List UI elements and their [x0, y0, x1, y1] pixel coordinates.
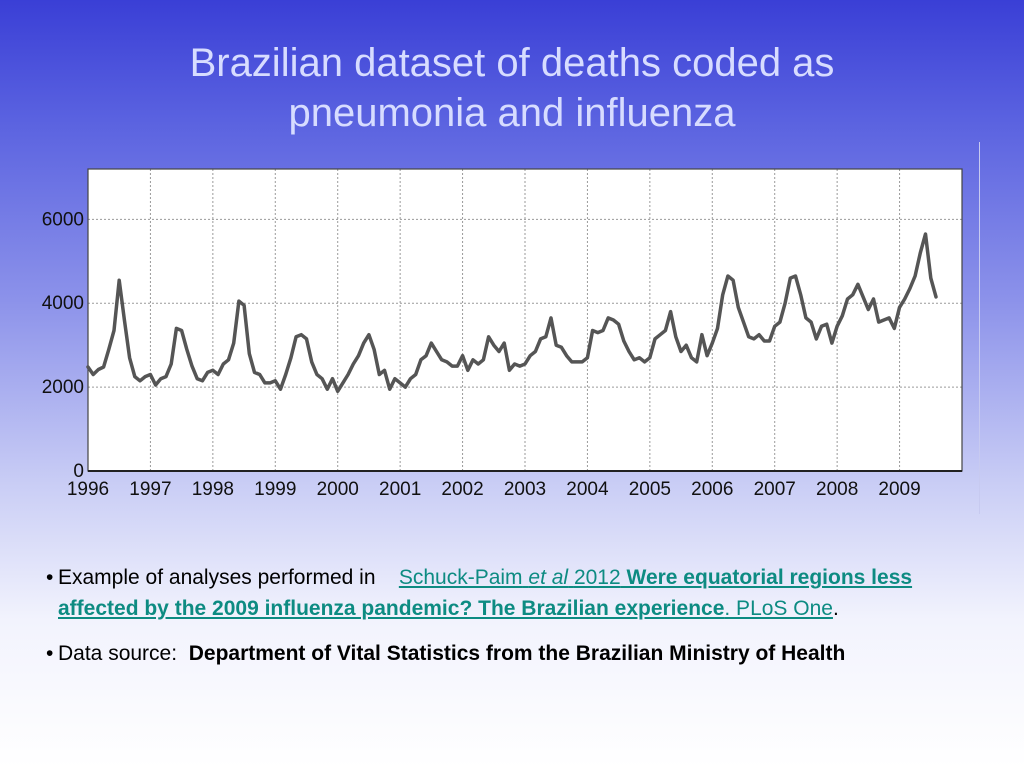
bullet-dot: •: [46, 642, 54, 665]
data-source-name: Department of Vital Statistics from the …: [188, 642, 846, 665]
x-tick-label: 2007: [754, 479, 796, 500]
citation-title: Were equatorial regions less affected by…: [58, 566, 913, 620]
x-tick-label: 1996: [67, 479, 109, 500]
x-tick-label: 2005: [629, 479, 671, 500]
vertical-divider: [979, 142, 980, 514]
x-tick-label: 1997: [129, 479, 171, 500]
x-tick-label: 1999: [254, 479, 296, 500]
bullet-2-prefix: Data source:: [58, 642, 178, 665]
citation-year: 2012: [573, 566, 621, 589]
x-tick-label: 2009: [878, 479, 920, 500]
citation-link[interactable]: Schuck-Paim et al 2012 Were equatorial r…: [58, 566, 912, 620]
deaths-line-chart: 1996 1997 1998 1999 2000 2001 2002 2003 2004 2005…: [42, 168, 963, 500]
citation-journal: . PLoS One: [724, 597, 833, 620]
slide-title-line-2: pneumonia and influenza: [288, 91, 736, 135]
bullet-dot: •: [46, 566, 54, 589]
x-tick-label: 2001: [379, 479, 421, 500]
bullet-1-end: .: [832, 597, 839, 620]
bullet-data-source: • Data source: Department of Vital Stati…: [46, 638, 946, 669]
x-tick-label: 2003: [504, 479, 546, 500]
y-tick-label: 2000: [42, 377, 84, 398]
x-tick-label: 2004: [566, 479, 609, 500]
bullet-analysis-example: • Example of analyses performed in Schuc…: [46, 562, 946, 624]
y-tick-label: 0: [73, 461, 84, 482]
bullet-1-prefix: Example of analyses performed in: [58, 566, 376, 589]
x-tick-label: 2008: [816, 479, 858, 500]
series-line: [86, 232, 938, 394]
x-tick-label: 2006: [691, 479, 733, 500]
x-tick-label: 1998: [192, 479, 234, 500]
x-tick-label: 2002: [441, 479, 483, 500]
slide-title-line-1: Brazilian dataset of deaths coded as: [189, 41, 835, 85]
citation-etal: et al: [528, 566, 569, 589]
bullet-list: • Example of analyses performed in Schuc…: [46, 562, 946, 669]
y-tick-label: 6000: [42, 209, 84, 230]
y-tick-label: 4000: [42, 293, 84, 314]
x-tick-label: 2000: [317, 479, 359, 500]
citation-author: Schuck-Paim: [398, 566, 523, 589]
slide-title: Brazilian dataset of deaths coded as pne…: [0, 38, 1024, 138]
